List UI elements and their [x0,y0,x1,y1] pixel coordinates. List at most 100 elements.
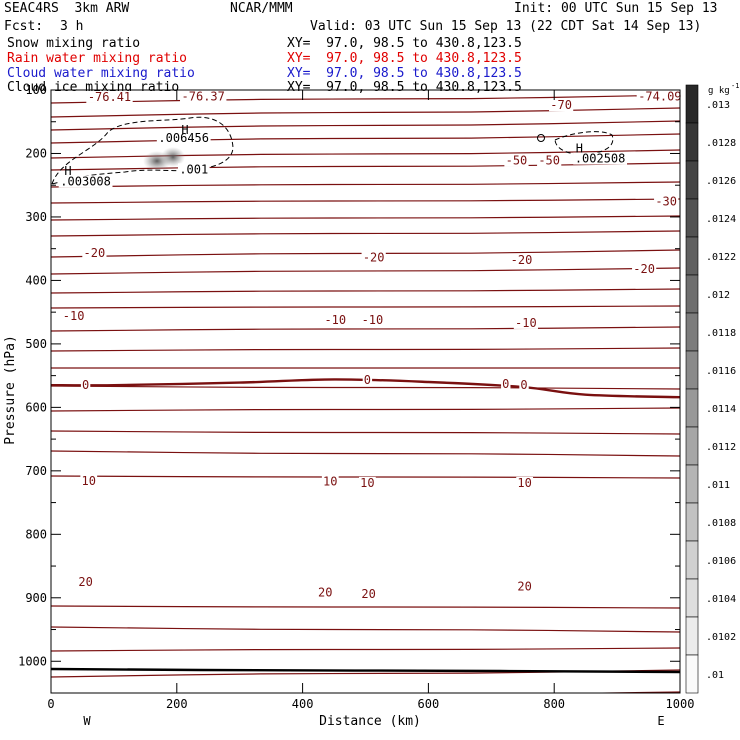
temperature-label: -10 [63,309,85,323]
fcst-label: Fcst: [4,19,44,34]
temperature-label: -76.37 [182,89,225,103]
temperature-label: -10 [324,313,346,327]
colorbar-label: .0108 [706,518,736,529]
x-axis-label: Distance (km) [319,714,421,729]
label-background [180,90,227,103]
isotherm-line [51,305,680,309]
x-tick-label: 1000 [666,697,695,711]
west-label: W [83,714,91,728]
label-background [654,195,679,208]
colorbar-label: .0106 [706,556,736,567]
label-background [80,474,98,487]
isotherm-line [51,605,680,609]
field-snow-xy: XY= 97.0, 98.5 to 430.8,123.5 [287,36,522,51]
temperature-label: -20 [511,253,533,267]
label-background [323,313,348,326]
label-background [360,587,378,600]
isotherm-line [51,230,680,237]
y-axis-label: Pressure (hPa) [3,335,18,445]
temperature-label: 0 [364,373,371,387]
label-background [361,251,386,264]
isotherm-line [51,107,680,118]
y-tick-label: 500 [25,337,47,351]
temperature-label: -20 [633,262,655,276]
isotherm-line [51,450,680,457]
temperature-label: -20 [363,251,385,265]
isotherm-line [51,430,680,435]
isotherm-line [51,407,680,412]
label-background [632,262,657,275]
fcst-value: 3 h [60,19,84,34]
x-tick-label: 0 [47,697,54,711]
label-background [549,99,574,112]
y-tick-label: 300 [25,210,47,224]
label-background [77,575,94,588]
temperature-label: -10 [515,316,537,330]
colorbar-segment [685,464,699,504]
model-title: SEAC4RS 3km ARW [4,1,130,16]
temperature-label: -20 [84,246,106,260]
isotherm-line [51,647,680,652]
y-tick-label: 200 [25,146,47,160]
x-tick-label: 600 [418,697,440,711]
x-tick-label: 800 [543,697,565,711]
label-background [504,154,529,167]
colorbar-label: .0114 [706,404,736,415]
colorbar-segment [685,122,699,162]
colorbar-segment [685,312,699,352]
colorbar-label: .0122 [706,252,736,263]
colorbar-segment [685,654,699,694]
y-tick-label: 400 [25,273,47,287]
temperature-label: 20 [318,586,332,600]
label-background [82,247,107,260]
colorbar-segment [685,616,699,656]
colorbar-segment [685,84,699,124]
colorbar-label: .0118 [706,328,736,339]
colorbar-label: .0104 [706,594,736,605]
label-background [501,377,511,390]
temperature-label: -70 [550,98,572,112]
ice-contour-label: .002508 [575,152,626,166]
label-background [516,580,534,593]
colorbar-segment [685,578,699,618]
field-rain-name: Rain water mixing ratio [7,51,188,66]
colorbar-segment [685,274,699,314]
org-label: NCAR/MMM [230,1,293,16]
ice-contour [554,131,614,155]
label-background [316,586,334,599]
label-background [156,132,211,145]
colorbar-unit-exponent: -1 [731,82,739,90]
isotherm-line [51,149,680,159]
x-tick-label: 200 [166,697,188,711]
label-background [537,154,562,167]
field-rain-xy: XY= 97.0, 98.5 to 430.8,123.5 [287,51,522,66]
label-background [321,475,339,488]
label-background [61,309,86,322]
colorbar-label: .0126 [706,176,736,187]
label-background [80,379,91,392]
ice-contour-label: .001 [179,162,208,176]
colorbar-label: .0102 [706,632,736,643]
contour-labels: -76.41 -76.37 -74.09 -70 -50 -50 -30 -20 -20 -20 -… [58,89,684,601]
label-background [360,313,385,326]
colorbar-segment [685,236,699,276]
isotherm-line [51,267,680,275]
label-background [358,476,376,489]
isotherm-line [51,626,680,633]
cloud-ice-contours [51,116,614,185]
label-background [513,316,538,329]
colorbar-label: .0116 [706,366,736,377]
isotherm-line [51,198,680,204]
maximum-marker: H [64,164,71,178]
plot-frame [50,89,681,694]
temperature-contours [51,94,680,693]
ice-contour-label: .006456 [158,131,209,145]
temperature-label: 10 [360,476,374,490]
label-background [636,90,684,103]
ice-contour-label: .003008 [60,174,111,188]
colorbar-segment [685,388,699,428]
ice-shading [161,147,185,167]
label-background [509,254,534,267]
temperature-label: 0 [520,378,527,392]
